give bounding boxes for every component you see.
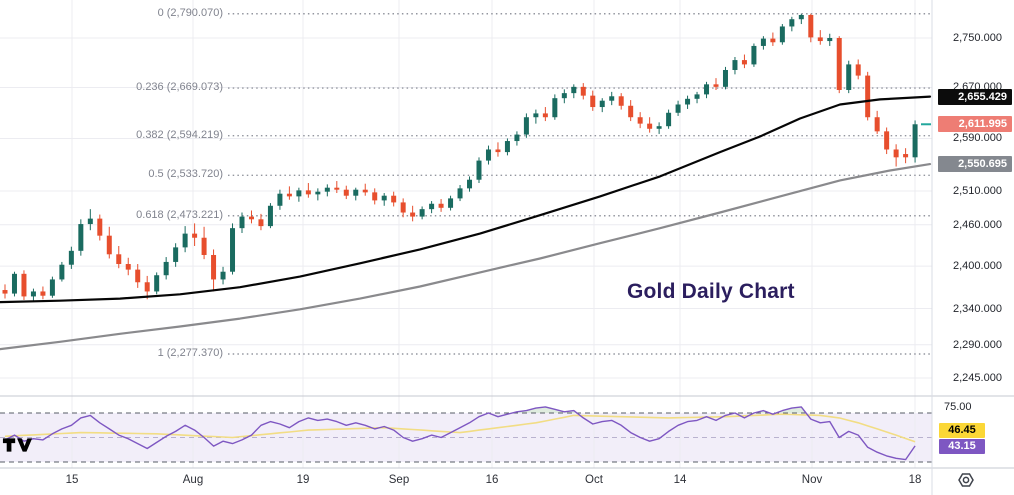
time-axis-label: 15 — [65, 474, 79, 486]
time-axis-label: 14 — [673, 474, 687, 486]
ma-black-price-badge: 2,655.429 — [938, 88, 1012, 105]
time-axis-label: Aug — [182, 474, 204, 486]
fib-level-label: 0.618 (2,473.221) — [136, 208, 223, 221]
price-axis-tick: 2,290.000 — [953, 338, 1002, 351]
chart-title: Gold Daily Chart — [627, 280, 795, 303]
rsi-axis-tick: 75.00 — [944, 400, 972, 413]
price-axis-tick: 2,400.000 — [953, 260, 1002, 273]
fib-level-label: 0 (2,790.070) — [157, 6, 223, 19]
time-axis-label: 19 — [296, 474, 310, 486]
last-price-badge: 2,611.995 — [938, 116, 1012, 133]
price-axis-tick: 2,245.000 — [953, 372, 1002, 384]
time-axis-label: Oct — [585, 474, 603, 486]
price-axis-tick: 2,590.000 — [953, 132, 1002, 145]
rsi-ma-badge: 46.45 — [939, 423, 985, 438]
fib-level-label: 0.382 (2,594.219) — [136, 128, 223, 141]
axis-settings-icon[interactable] — [955, 469, 977, 491]
tradingview-logo[interactable] — [2, 437, 34, 453]
fib-level-label: 0.5 (2,533.720) — [148, 168, 223, 181]
fib-level-label: 0.236 (2,669.073) — [136, 81, 223, 94]
time-axis-label: 16 — [485, 474, 499, 486]
price-axis-tick: 2,510.000 — [953, 185, 1002, 198]
ma-gray-price-badge: 2,550.695 — [938, 156, 1012, 173]
time-axis-label: 18 — [908, 474, 922, 486]
price-axis[interactable] — [932, 0, 1014, 468]
time-axis-label: Nov — [801, 474, 823, 486]
time-axis-label: Sep — [388, 474, 410, 486]
time-axis[interactable] — [0, 468, 932, 495]
price-axis-tick: 2,750.000 — [953, 32, 1002, 44]
fib-level-label: 1 (2,277.370) — [157, 347, 223, 359]
price-axis-tick: 2,340.000 — [953, 302, 1002, 315]
rsi-value-badge: 43.15 — [939, 439, 985, 454]
price-axis-tick: 2,460.000 — [953, 218, 1002, 231]
